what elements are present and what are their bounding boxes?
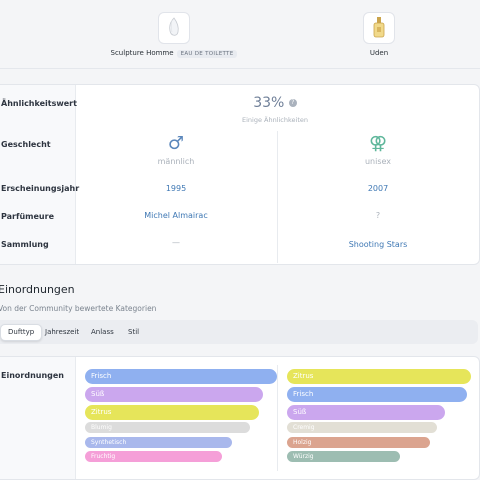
right-bar-würzig: Würzig (287, 451, 400, 462)
product-type-badge: EAU DE TOILETTE (176, 50, 238, 58)
left-bar-synthetisch: Synthetisch (85, 437, 232, 448)
product-header: Sculpture Homme EAU DE TOILETTE Uden (0, 0, 480, 69)
label-column (0, 357, 76, 479)
right-bar-holzig: Holzig (287, 437, 430, 448)
column-divider (277, 365, 278, 471)
rankings-card: Einordnungen Frisch Süß Zitrus Blumig Synthe… (0, 356, 480, 480)
label-rankings: Einordnungen (1, 371, 65, 380)
tab-stil[interactable]: Stil (128, 328, 140, 336)
section-title: Einordnungen (0, 283, 75, 296)
label-year: Erscheinungsjahr (1, 184, 80, 193)
right-bar-frisch: Frisch (287, 387, 467, 402)
bottle-gold-icon (363, 12, 395, 44)
product-left-name[interactable]: Sculpture Homme (110, 49, 174, 57)
gender-left: männlich (157, 157, 195, 166)
right-bar-cremig: Cremig (287, 422, 437, 433)
year-left[interactable]: 1995 (165, 184, 187, 193)
column-divider (277, 131, 278, 263)
info-icon[interactable]: ? (288, 99, 297, 107)
left-bar-zitrus: Zitrus (85, 405, 259, 420)
gender-right: unisex (364, 157, 392, 166)
perfumer-right: ? (375, 211, 381, 220)
year-right[interactable]: 2007 (367, 184, 389, 193)
right-bar-zitrus: Zitrus (287, 369, 471, 384)
tab-dufttyp[interactable]: Dufttyp (0, 324, 43, 341)
bottle-clear-icon (158, 12, 190, 44)
category-tabs: Dufttyp Jahreszeit Anlass Stil (0, 320, 478, 344)
tab-jahreszeit[interactable]: Jahreszeit (45, 328, 80, 336)
right-bar-süß: Süß (287, 405, 445, 420)
perfumer-left[interactable]: Michel Almairac (144, 211, 208, 220)
label-perfumer: Parfümeure (1, 212, 54, 221)
label-similarity: Ähnlichkeitswert (1, 99, 77, 108)
label-gender: Geschlecht (1, 140, 51, 149)
label-collection: Sammlung (1, 240, 49, 249)
left-bar-fruchtig: Fruchtig (85, 451, 222, 462)
collection-right[interactable]: Shooting Stars (348, 240, 408, 249)
similarity-score: 33% ? (195, 95, 355, 111)
left-bar-süß: Süß (85, 387, 263, 402)
section-subtitle: Von der Community bewertete Kategorien (0, 304, 157, 313)
unisex-symbol-icon: ⚢ (368, 133, 388, 154)
male-symbol-icon: ♂ (167, 133, 185, 154)
comparison-table: Ähnlichkeitswert Geschlecht Erscheinungs… (0, 84, 480, 265)
tab-anlass[interactable]: Anlass (91, 328, 114, 336)
product-right-name[interactable]: Uden (369, 49, 389, 57)
similarity-caption: Einige Ähnlichkeiten (241, 116, 309, 124)
collection-left: — (172, 238, 180, 247)
label-column (0, 85, 76, 264)
similarity-value: 33% (253, 95, 285, 111)
left-bar-blumig: Blumig (85, 422, 250, 433)
product-left[interactable]: Sculpture Homme EAU DE TOILETTE (104, 12, 244, 58)
product-right[interactable]: Uden (309, 12, 449, 57)
left-bar-frisch: Frisch (85, 369, 277, 384)
